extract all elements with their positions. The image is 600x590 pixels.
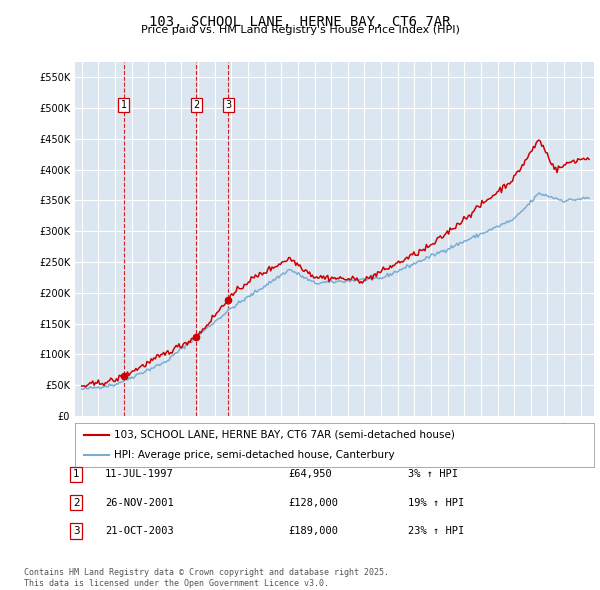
Text: 21-OCT-2003: 21-OCT-2003	[105, 526, 174, 536]
Text: HPI: Average price, semi-detached house, Canterbury: HPI: Average price, semi-detached house,…	[114, 450, 395, 460]
Text: 11-JUL-1997: 11-JUL-1997	[105, 470, 174, 479]
Text: 2: 2	[193, 100, 200, 110]
Text: 3: 3	[225, 100, 231, 110]
Text: 26-NOV-2001: 26-NOV-2001	[105, 498, 174, 507]
Text: Contains HM Land Registry data © Crown copyright and database right 2025.
This d: Contains HM Land Registry data © Crown c…	[24, 568, 389, 588]
Text: 2: 2	[73, 498, 80, 507]
Text: Price paid vs. HM Land Registry's House Price Index (HPI): Price paid vs. HM Land Registry's House …	[140, 25, 460, 35]
Text: £128,000: £128,000	[288, 498, 338, 507]
Text: 1: 1	[73, 470, 80, 479]
Text: 3: 3	[73, 526, 80, 536]
Text: 3% ↑ HPI: 3% ↑ HPI	[408, 470, 458, 479]
Text: 19% ↑ HPI: 19% ↑ HPI	[408, 498, 464, 507]
Text: 23% ↑ HPI: 23% ↑ HPI	[408, 526, 464, 536]
Text: £189,000: £189,000	[288, 526, 338, 536]
Text: 103, SCHOOL LANE, HERNE BAY, CT6 7AR (semi-detached house): 103, SCHOOL LANE, HERNE BAY, CT6 7AR (se…	[114, 430, 455, 440]
Text: 1: 1	[121, 100, 127, 110]
Text: 103, SCHOOL LANE, HERNE BAY, CT6 7AR: 103, SCHOOL LANE, HERNE BAY, CT6 7AR	[149, 15, 451, 29]
Text: £64,950: £64,950	[288, 470, 332, 479]
